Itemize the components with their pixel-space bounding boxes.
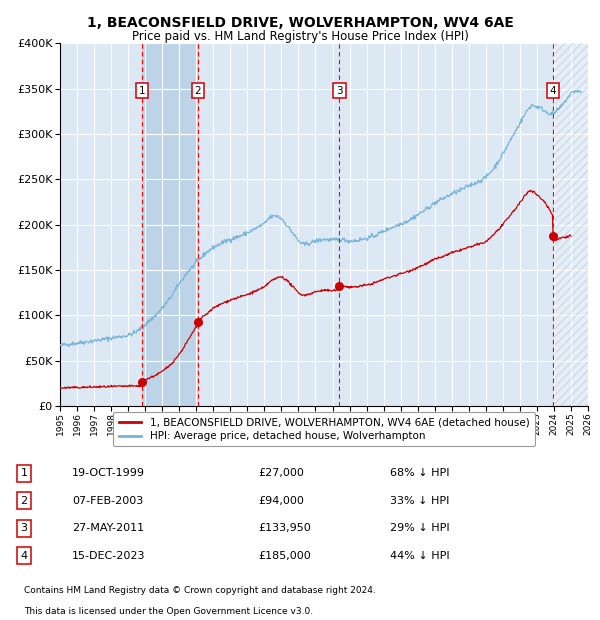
Text: 44% ↓ HPI: 44% ↓ HPI (390, 551, 449, 561)
Text: 3: 3 (20, 523, 28, 533)
Text: 1: 1 (20, 468, 28, 478)
Text: 1: 1 (139, 86, 145, 95)
Text: £94,000: £94,000 (258, 496, 304, 506)
Text: 3: 3 (336, 86, 343, 95)
Text: 2: 2 (20, 496, 28, 506)
Bar (142, 43, 198, 406)
Text: 4: 4 (20, 551, 28, 561)
Text: £185,000: £185,000 (258, 551, 311, 561)
Text: 33% ↓ HPI: 33% ↓ HPI (390, 496, 449, 506)
Text: 27-MAY-2011: 27-MAY-2011 (72, 523, 144, 533)
Text: Price paid vs. HM Land Registry's House Price Index (HPI): Price paid vs. HM Land Registry's House … (131, 30, 469, 43)
Text: 4: 4 (550, 86, 556, 95)
Text: 2: 2 (194, 86, 201, 95)
Text: £133,950: £133,950 (258, 523, 311, 533)
Text: 19-OCT-1999: 19-OCT-1999 (72, 468, 145, 478)
Text: 68% ↓ HPI: 68% ↓ HPI (390, 468, 449, 478)
Text: 29% ↓ HPI: 29% ↓ HPI (390, 523, 449, 533)
Text: £27,000: £27,000 (258, 468, 304, 478)
Text: This data is licensed under the Open Government Licence v3.0.: This data is licensed under the Open Gov… (24, 607, 313, 616)
Legend: 1, BEACONSFIELD DRIVE, WOLVERHAMPTON, WV4 6AE (detached house), HPI: Average pri: 1, BEACONSFIELD DRIVE, WOLVERHAMPTON, WV… (113, 412, 535, 446)
Text: 15-DEC-2023: 15-DEC-2023 (72, 551, 146, 561)
Text: 07-FEB-2003: 07-FEB-2003 (72, 496, 143, 506)
Bar (553, 43, 596, 406)
Text: 1, BEACONSFIELD DRIVE, WOLVERHAMPTON, WV4 6AE: 1, BEACONSFIELD DRIVE, WOLVERHAMPTON, WV… (86, 16, 514, 30)
Text: Contains HM Land Registry data © Crown copyright and database right 2024.: Contains HM Land Registry data © Crown c… (24, 586, 376, 595)
